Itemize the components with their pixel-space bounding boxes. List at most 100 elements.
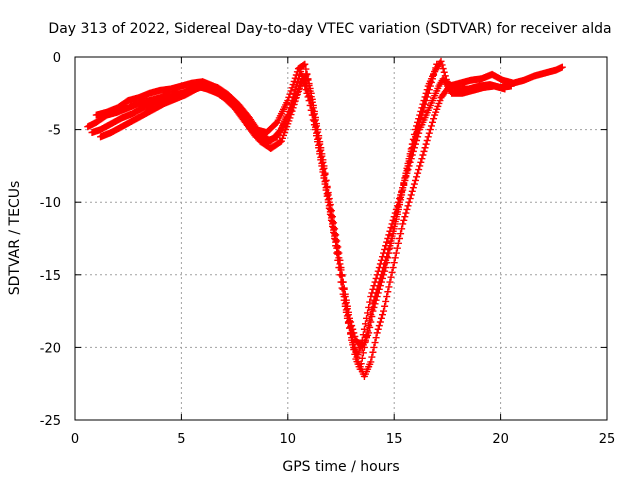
data-point [409,140,417,148]
data-point [318,152,326,160]
y-tick-label: -20 [40,341,61,356]
data-point [429,75,437,83]
data-point [377,278,385,286]
data-point [424,89,432,97]
data-point [388,235,396,242]
data-point [383,238,391,246]
data-point [292,91,300,99]
data-point [396,195,404,203]
data-point [427,78,435,86]
data-point [304,76,312,84]
data-point [419,151,427,159]
data-point [403,205,411,213]
data-point [294,85,302,93]
data-point [338,271,346,279]
series-trace-d [97,63,566,380]
data-point [367,358,375,366]
data-point [324,189,332,197]
data-point [387,273,395,281]
data-point [382,264,390,272]
data-point [363,314,371,322]
data-point [399,186,407,194]
data-point [375,285,383,293]
data-point [369,348,377,356]
data-point [360,325,368,333]
data-point [372,334,380,342]
data-point [558,63,566,71]
data-point [370,303,378,311]
data-point [366,323,374,331]
data-point [355,347,363,355]
data-point [396,201,404,209]
data-point [320,164,328,172]
data-point [391,254,399,262]
data-point [368,353,376,361]
data-point [394,205,402,213]
data-point [380,271,388,279]
data-point [276,138,284,146]
data-point [418,111,426,119]
data-point [404,202,412,210]
y-axis-label: SDTVAR / TECUs [7,181,23,296]
data-point [284,97,292,105]
data-point [413,173,421,181]
data-point [423,93,431,101]
data-point [331,225,339,233]
data-point [372,296,380,304]
data-point [406,158,414,166]
data-point [376,282,384,290]
data-point [420,147,428,155]
data-point [396,235,404,242]
data-point [366,298,374,306]
data-point [352,348,360,356]
data-point [369,285,377,293]
data-point [376,318,384,326]
data-point [370,343,378,351]
data-point [309,104,317,112]
data-point [411,176,419,184]
data-point [424,133,432,141]
data-point [339,278,347,286]
data-point [337,264,345,272]
data-point [326,201,334,209]
data-point [342,299,350,307]
data-point [364,309,372,317]
data-point [384,254,392,262]
data-point [336,256,344,264]
y-tick-label: 0 [53,51,61,66]
data-point [405,157,413,165]
data-point [415,122,423,130]
data-point [402,209,410,217]
data-point [371,339,379,347]
data-point [381,302,389,310]
data-point [387,239,395,247]
data-point [286,90,294,98]
data-point [368,289,376,297]
data-point [393,210,401,218]
data-point [316,140,324,148]
data-point [440,68,448,76]
data-point [416,162,424,170]
data-point [290,77,298,85]
data-point [385,249,393,257]
data-point [408,187,416,195]
data-point [401,213,409,221]
data-points [84,57,566,380]
data-point [430,115,438,123]
data-point [346,317,354,325]
data-point [378,274,386,282]
data-point [330,219,338,227]
data-point [389,264,397,272]
data-point [378,311,386,319]
data-point [407,147,415,155]
data-point [390,225,398,233]
data-point [353,353,361,361]
data-point [288,104,296,112]
data-point [417,158,425,166]
x-tick-label: 10 [280,432,297,447]
data-point [290,98,298,106]
data-point [383,293,391,301]
x-tick-label: 0 [71,432,79,447]
data-point [393,244,401,252]
